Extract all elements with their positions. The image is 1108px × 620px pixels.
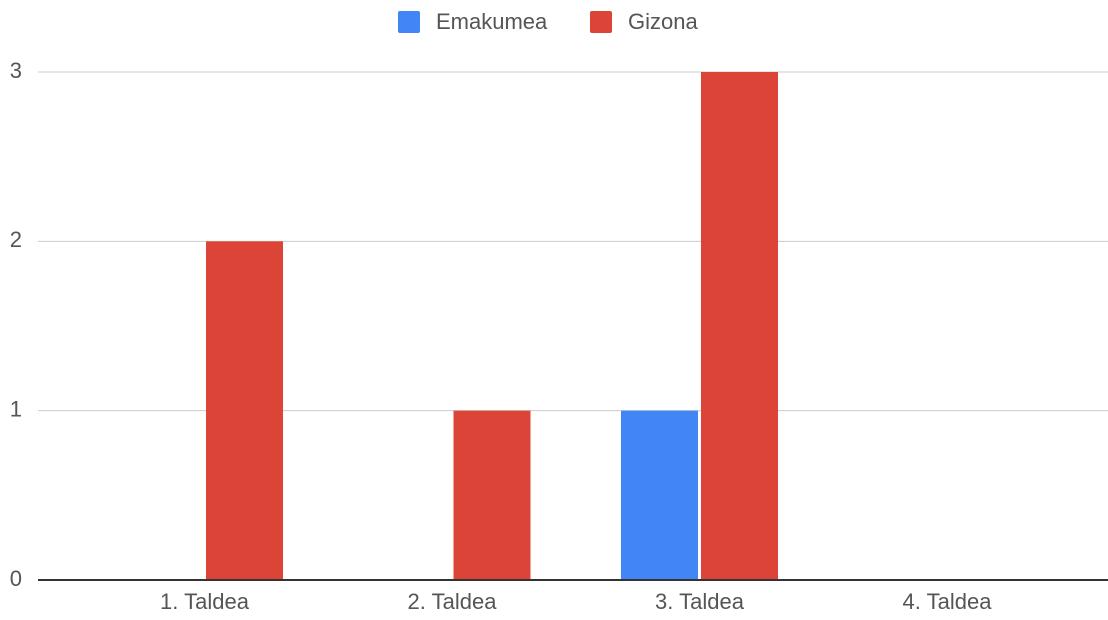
x-tick-label: 3. Taldea: [655, 589, 745, 614]
legend-label: Emakumea: [436, 9, 548, 34]
y-tick-label: 3: [10, 58, 22, 83]
x-tick-label: 2. Taldea: [408, 589, 498, 614]
y-tick-label: 1: [10, 396, 22, 421]
legend-swatch: [398, 11, 420, 33]
bar: [206, 241, 283, 581]
y-tick-label: 2: [10, 227, 22, 252]
bar: [701, 72, 778, 580]
legend-swatch: [590, 11, 612, 33]
x-tick-label: 4. Taldea: [903, 589, 993, 614]
x-tick-label: 1. Taldea: [160, 589, 250, 614]
y-tick-label: 0: [10, 566, 22, 591]
bar: [621, 410, 698, 580]
legend-label: Gizona: [628, 9, 698, 34]
bar: [453, 410, 531, 580]
